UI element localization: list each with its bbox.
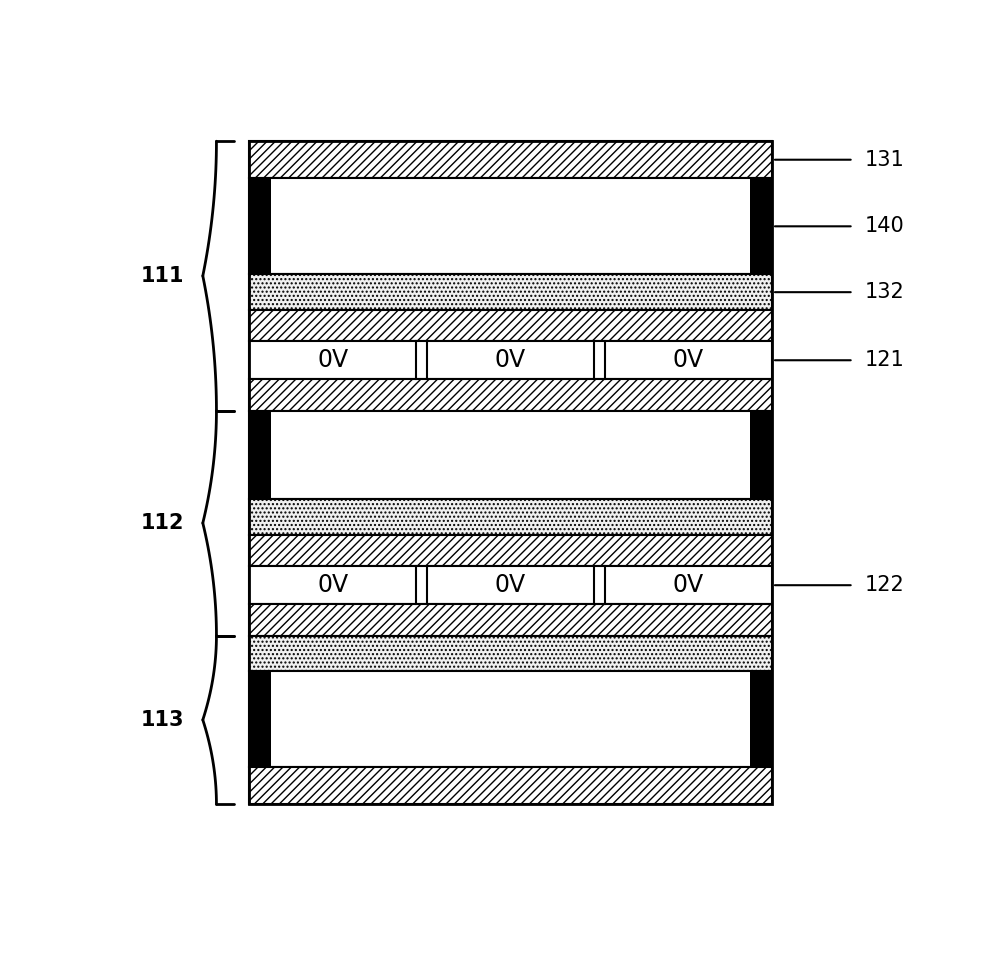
Text: 132: 132: [865, 283, 905, 302]
Text: 0V: 0V: [317, 573, 348, 597]
Bar: [750, 178, 772, 275]
Text: 131: 131: [865, 150, 905, 170]
Text: 111: 111: [140, 266, 184, 285]
Text: 140: 140: [865, 216, 905, 236]
Bar: [249, 500, 772, 535]
Bar: [249, 635, 772, 671]
Bar: [249, 535, 772, 566]
Bar: [249, 178, 772, 275]
Bar: [249, 671, 271, 767]
Bar: [750, 671, 772, 767]
Bar: [249, 178, 271, 275]
Text: 0V: 0V: [317, 348, 348, 372]
Text: 121: 121: [865, 350, 905, 370]
Text: 0V: 0V: [495, 573, 526, 597]
Bar: [750, 410, 772, 500]
Bar: [249, 275, 772, 310]
Text: 113: 113: [140, 710, 184, 729]
Bar: [249, 341, 772, 380]
Bar: [249, 671, 772, 767]
Text: 0V: 0V: [495, 348, 526, 372]
Bar: [249, 604, 772, 635]
Text: 122: 122: [865, 576, 905, 595]
Bar: [249, 141, 772, 804]
Text: 112: 112: [140, 513, 184, 533]
Text: 0V: 0V: [673, 573, 704, 597]
Bar: [249, 410, 772, 500]
Bar: [249, 380, 772, 410]
Text: 0V: 0V: [673, 348, 704, 372]
Bar: [249, 410, 271, 500]
Bar: [249, 141, 772, 178]
Bar: [249, 767, 772, 804]
Bar: [249, 310, 772, 341]
Bar: [249, 566, 772, 604]
